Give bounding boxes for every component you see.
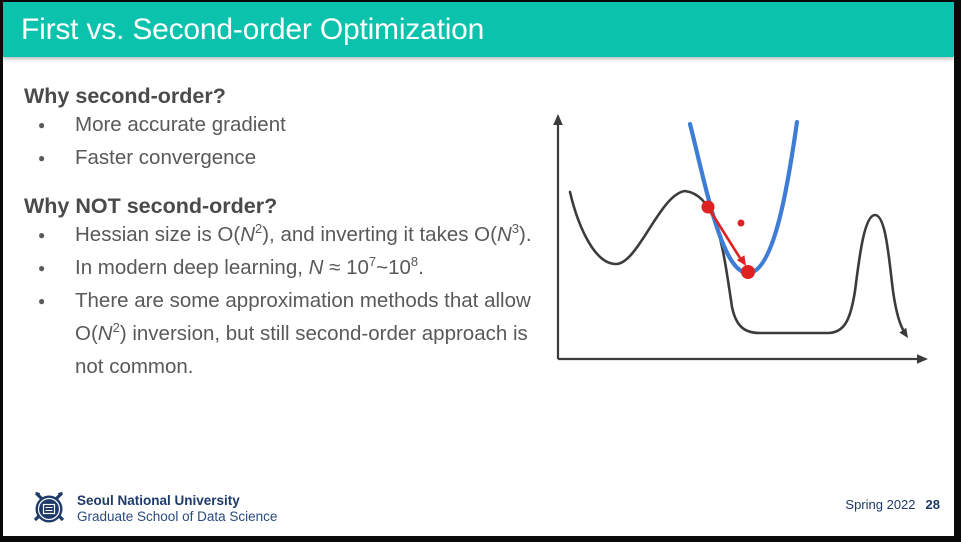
bullet-item: ● In modern deep learning, N ≈ 107~108. (24, 251, 538, 284)
section-heading-why: Why second-order? (24, 84, 226, 108)
slide-header: First vs. Second-order Optimization (3, 2, 954, 57)
university-name: Seoul National University (77, 492, 240, 508)
loss-curve-arrowhead (899, 327, 908, 338)
school-name: Graduate School of Data Science (77, 508, 278, 524)
loss-curve (568, 189, 907, 335)
intermediate-point (737, 219, 745, 227)
footer-right-block: Spring 2022 28 (845, 497, 940, 520)
current-point (701, 200, 715, 214)
bullet-list-why: ● More accurate gradient ● Faster convergen… (24, 108, 538, 174)
slide-footer: Seoul National University Graduate Schoo… (29, 486, 940, 530)
bullet-dot: ● (38, 151, 46, 165)
snu-logo-icon (33, 491, 65, 523)
bullet-list-why-not: ● Hessian size is O(N2), and inverting it… (24, 218, 538, 383)
bullet-item: ● There are some approximation methods th… (24, 284, 538, 383)
bullet-text: More accurate gradient (75, 113, 286, 136)
y-axis-arrowhead (553, 114, 563, 125)
next-point (741, 265, 755, 279)
section-heading-why-not: Why NOT second-order? (24, 194, 278, 218)
optimization-diagram-svg (553, 114, 928, 364)
bullet-dot: ● (38, 228, 46, 242)
bullet-item: ● More accurate gradient (24, 108, 538, 141)
newton-step-arrowhead (736, 255, 746, 266)
bullet-text: Faster convergence (75, 146, 257, 169)
slide: First vs. Second-order Optimization Why … (3, 2, 954, 536)
slide-title: First vs. Second-order Optimization (21, 12, 485, 46)
page-number: 28 (925, 496, 940, 512)
bullet-text: In modern deep learning, N ≈ 107~108. (75, 254, 424, 279)
bullet-text: Hessian size is O(N2), and inverting it … (75, 221, 532, 246)
quadratic-approximation-curve (687, 119, 800, 276)
bullet-dot: ● (38, 261, 46, 275)
x-axis-arrowhead (917, 354, 928, 364)
bullet-dot: ● (38, 294, 46, 308)
footer-org-block: Seoul National University Graduate Schoo… (77, 492, 277, 525)
bullet-item: ● Faster convergence (24, 141, 538, 174)
bullet-dot: ● (38, 118, 46, 132)
optimization-diagram (548, 102, 938, 368)
term-label: Spring 2022 (845, 496, 916, 512)
newton-step-arrow (709, 211, 742, 259)
content-column: Why second-order? ● More accurate gradien… (24, 57, 538, 383)
bullet-text: There are some approximation methods tha… (75, 289, 531, 378)
bullet-item: ● Hessian size is O(N2), and inverting it… (24, 218, 538, 251)
